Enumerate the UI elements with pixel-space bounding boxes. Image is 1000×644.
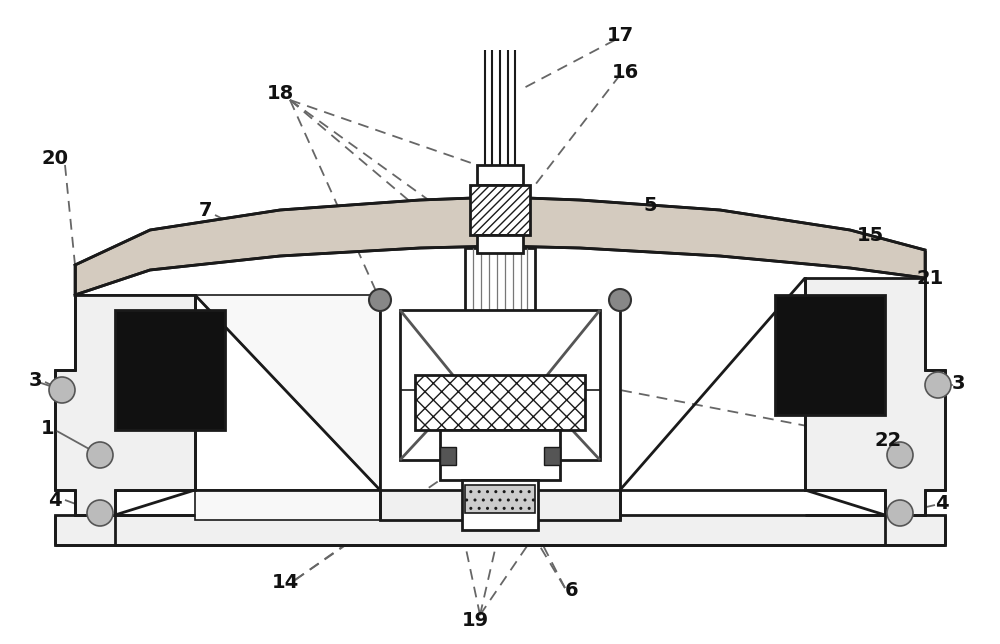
Text: 4: 4	[48, 491, 62, 509]
Polygon shape	[195, 295, 380, 520]
Text: 15: 15	[856, 225, 884, 245]
Text: 18: 18	[266, 84, 294, 102]
Circle shape	[87, 442, 113, 468]
Bar	[380, 490, 620, 520]
Text: 21: 21	[916, 269, 944, 287]
Text: 3: 3	[951, 374, 965, 392]
Text: 1: 1	[41, 419, 55, 437]
Circle shape	[369, 289, 391, 311]
Bar	[115, 310, 225, 430]
Bar	[400, 310, 600, 460]
Text: 3: 3	[28, 370, 42, 390]
Bar	[465, 248, 535, 520]
Text: 17: 17	[606, 26, 634, 44]
Text: 4: 4	[935, 493, 949, 513]
Polygon shape	[75, 197, 925, 295]
Text: 14: 14	[271, 573, 299, 591]
Bar	[544, 447, 560, 465]
Bar	[462, 480, 538, 530]
Circle shape	[49, 377, 75, 403]
Text: 7: 7	[198, 200, 212, 220]
Text: 22: 22	[874, 430, 902, 450]
Bar	[55, 515, 945, 545]
Polygon shape	[75, 295, 195, 490]
Polygon shape	[55, 295, 195, 515]
Text: 19: 19	[461, 611, 489, 629]
Bar	[470, 185, 530, 235]
Bar	[477, 235, 523, 253]
Text: 5: 5	[643, 196, 657, 214]
Circle shape	[925, 372, 951, 398]
Bar	[477, 165, 523, 185]
Circle shape	[887, 500, 913, 526]
Circle shape	[87, 500, 113, 526]
Text: 16: 16	[611, 62, 639, 82]
Circle shape	[887, 442, 913, 468]
Text: 6: 6	[565, 580, 579, 600]
Polygon shape	[805, 278, 945, 515]
Circle shape	[609, 289, 631, 311]
Bar	[415, 375, 585, 430]
Bar	[465, 485, 535, 513]
Bar	[440, 430, 560, 480]
Bar	[775, 295, 885, 415]
Text: 20: 20	[42, 149, 68, 167]
Bar	[440, 447, 456, 465]
